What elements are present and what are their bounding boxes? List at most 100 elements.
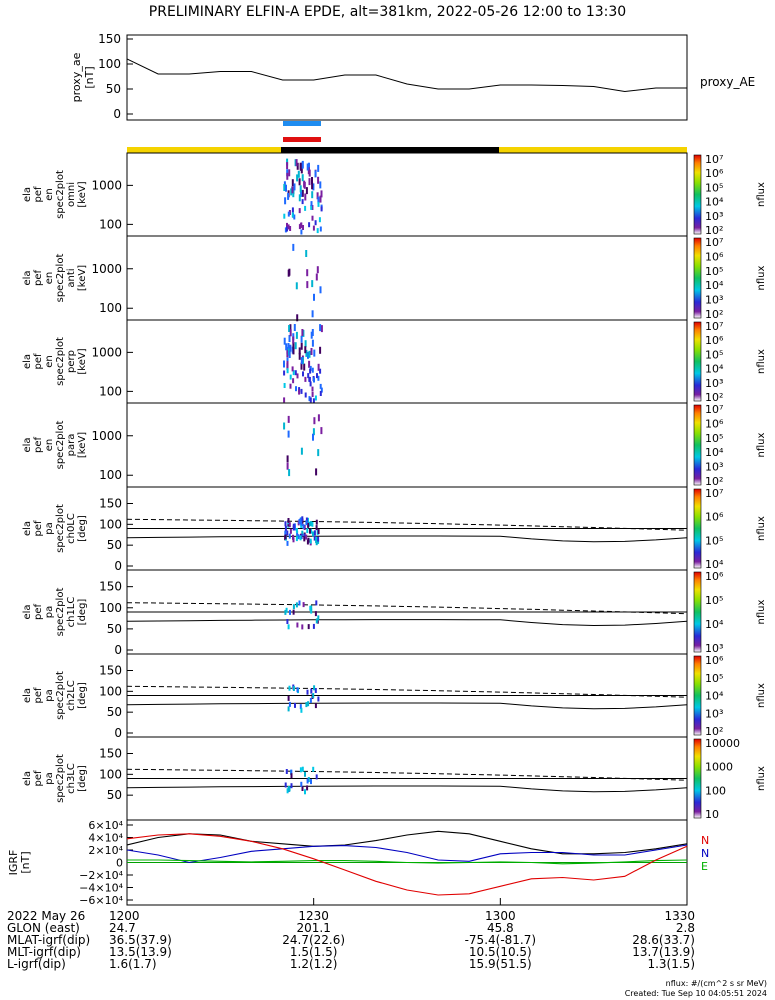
ch2LC-colorbar-unit: nflux [756, 683, 767, 708]
perp-colorbar-unit: nflux [756, 349, 767, 374]
omni-flux-pixel [299, 185, 302, 193]
ch0LC-flux-pixel [295, 528, 298, 533]
anti-flux-pixel [311, 310, 314, 318]
ch2LC-ylabel: [deg] [77, 682, 88, 709]
ch0LC-flux-pixel [315, 519, 318, 525]
proxy-ae-frame [126, 34, 688, 121]
omni-flux-pixel [291, 179, 294, 187]
para-ytick-label: 100 [99, 468, 122, 482]
ch2LC-colorbar-label: 10⁵ [705, 672, 723, 685]
igrf-series-line [126, 844, 688, 864]
anti-ylabel: ela [22, 270, 33, 285]
ch0LC-flux-pixel [315, 525, 318, 531]
xaxis-tick-value: 13.7(13.9) [632, 945, 695, 959]
ch2LC-flux-pixel [300, 707, 303, 713]
igrf-series-line [126, 833, 688, 896]
anti-flux-pixel [295, 282, 298, 290]
omni-colorbar-label: 10⁴ [705, 196, 724, 209]
omni-flux-pixel [304, 205, 307, 211]
para-ylabel: ela [22, 437, 33, 452]
perp-flux-pixel [308, 396, 311, 402]
para-flux-pixel [320, 427, 323, 435]
para-colorbar-label: 10⁶ [705, 417, 724, 430]
omni-flux-pixel [288, 210, 291, 215]
ch2LC-flux-pixel [287, 706, 290, 712]
perp-flux-pixel [293, 324, 296, 331]
ch0LC-flux-pixel [284, 530, 287, 536]
proxy-ae-ytick-label: 150 [98, 32, 121, 46]
ch0LC-colorbar-label: 10⁴ [705, 558, 724, 571]
omni-flux-pixel [311, 205, 314, 210]
xaxis-tick-value: 1300 [485, 909, 516, 923]
omni-flux-pixel [317, 196, 320, 204]
ch0LC-flux-pixel [313, 535, 316, 541]
perp-flux-pixel [300, 388, 303, 394]
ch0LC-flux-pixel [305, 520, 308, 526]
xaxis-row-label: L-igrf(dip) [7, 957, 66, 971]
perp-flux-pixel [294, 342, 297, 350]
perp-flux-pixel [313, 349, 316, 357]
ch2LC-ytick-label: 100 [99, 684, 122, 698]
ch2LC-flux-pixel [299, 704, 302, 710]
para-flux-pixel [283, 422, 286, 430]
anti-colorbar-label: 10⁵ [705, 265, 723, 278]
para-flux-pixel [287, 430, 290, 438]
ch2LC-ylabel: pef [33, 687, 44, 704]
perp-flux-pixel [319, 391, 322, 396]
perp-flux-pixel [304, 392, 307, 398]
omni-flux-pixel [285, 184, 287, 192]
ch1LC-flux-pixel [298, 600, 301, 606]
omni-colorbar-unit: nflux [756, 182, 767, 207]
perp-flux-pixel [298, 389, 301, 395]
ch3LC-flux-pixel [304, 771, 306, 777]
xaxis-row-label: MLAT-igrf(dip) [7, 933, 90, 947]
ch0LC-flux-pixel [310, 521, 312, 527]
xaxis-tick-value: 1230 [298, 909, 329, 923]
ch2LC-colorbar-label: 10² [705, 725, 723, 738]
perp-flux-pixel [316, 373, 318, 379]
perp-flux-pixel [298, 352, 301, 360]
omni-flux-pixel [286, 222, 288, 228]
omni-flux-pixel [300, 166, 303, 174]
ch3LC-flux-pixel [290, 773, 293, 779]
ch3LC-anti-loss-cone-line [126, 768, 688, 781]
anti-ylabel: pef [33, 270, 44, 287]
igrf-ylabel: [nT] [19, 851, 32, 873]
perp-ylabel: pef [33, 353, 44, 370]
ch1LC-flux-pixel [301, 624, 304, 630]
perp-flux-pixel [291, 366, 294, 372]
proxy-ae-series-line [126, 58, 687, 93]
ch2LC-flux-pixel [288, 685, 291, 691]
ch3LC-flux-pixel [284, 782, 287, 788]
ch0LC-flux-pixel [286, 540, 289, 546]
perp-flux-pixel [288, 335, 291, 342]
ch2LC-flux-pixel [288, 701, 291, 707]
ch1LC-ytick-label: 100 [99, 601, 122, 615]
ch2LC-flux-pixel [313, 685, 316, 691]
xaxis-tick-value: 201.1 [296, 921, 330, 935]
omni-ylabel: omni [66, 182, 77, 207]
perp-ytick-label: 1000 [91, 345, 122, 359]
perp-flux-pixel [319, 346, 322, 354]
ch0LC-ytick-label: 50 [107, 538, 122, 552]
ch0LC-ylabel: ela [22, 521, 33, 536]
perp-flux-pixel [311, 329, 314, 336]
perp-flux-pixel [289, 344, 292, 352]
ch3LC-flux-pixel [285, 769, 288, 774]
perp-flux-pixel [295, 331, 298, 339]
ch3LC-flux-pixel [304, 789, 306, 795]
omni-flux-pixel [314, 220, 317, 226]
anti-flux-pixel [313, 293, 315, 301]
omni-flux-pixel [320, 206, 323, 212]
para-colorbar [693, 404, 702, 486]
perp-flux-pixel [283, 370, 286, 376]
perp-colorbar-label: 10³ [705, 377, 723, 390]
ch0LC-flux-pixel [297, 534, 300, 540]
para-colorbar-label: 10⁷ [705, 403, 723, 416]
ch3LC-colorbar-label: 1000 [705, 761, 733, 774]
para-colorbar-label: 10⁵ [705, 432, 723, 445]
omni-ylabel: pef [33, 186, 44, 203]
anti-ytick-label: 100 [99, 301, 122, 315]
xaxis-row-label: MLT-igrf(dip) [7, 945, 81, 959]
